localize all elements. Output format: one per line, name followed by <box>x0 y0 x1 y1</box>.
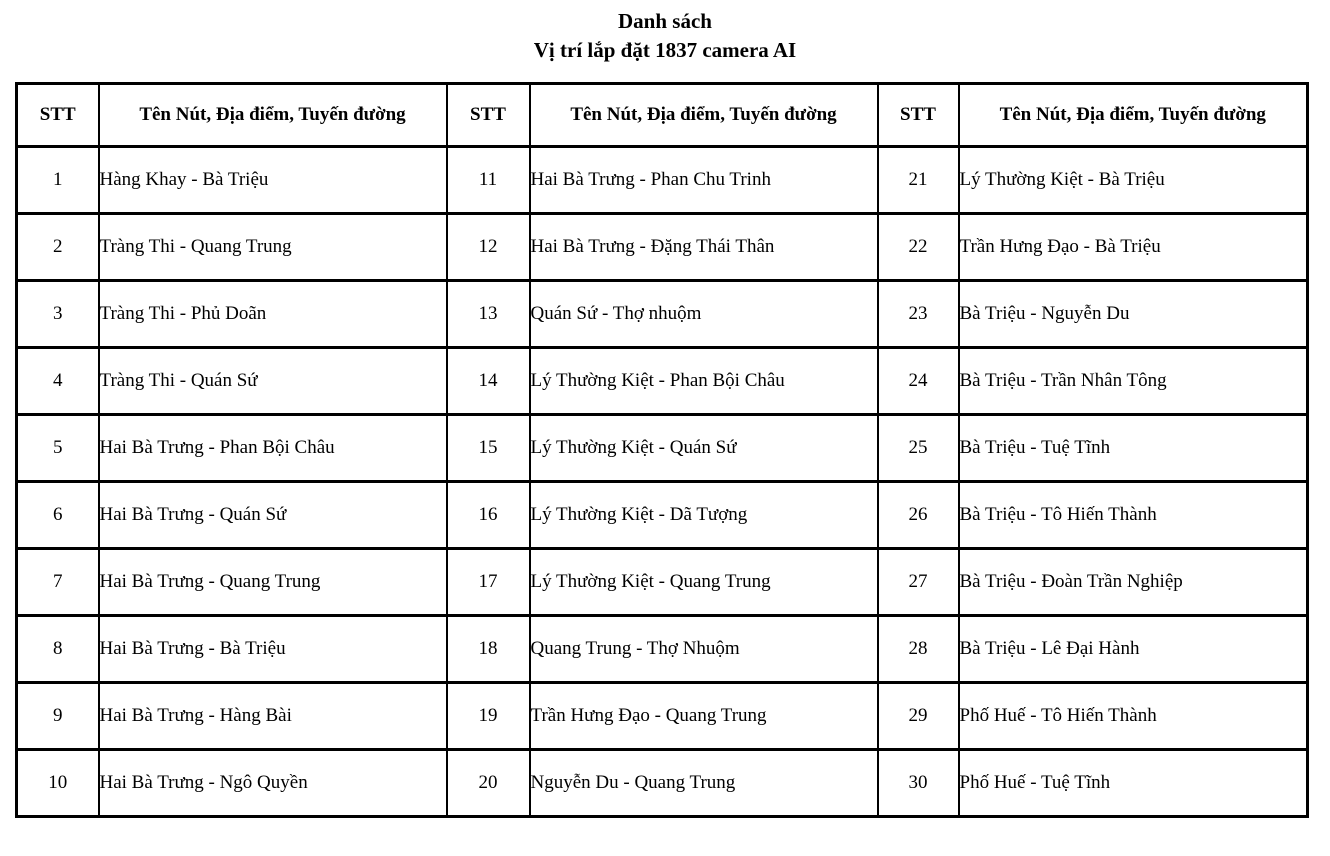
column-header-name-2: Tên Nút, Địa điểm, Tuyến đường <box>528 82 879 148</box>
location-cell: Bà Triệu - Tuệ Tĩnh <box>957 413 1309 483</box>
stt-cell: 9 <box>15 681 100 751</box>
location-cell: Hai Bà Trưng - Phan Bội Châu <box>97 413 448 483</box>
location-cell: Lý Thường Kiệt - Quán Sứ <box>528 413 879 483</box>
stt-cell: 3 <box>15 279 100 349</box>
table-row: 6 Hai Bà Trưng - Quán Sứ 16 Lý Thường Ki… <box>15 480 1309 550</box>
stt-cell: 4 <box>15 346 100 416</box>
stt-cell: 15 <box>445 413 531 483</box>
location-cell: Hai Bà Trưng - Ngô Quyền <box>97 748 448 818</box>
table-row: 7 Hai Bà Trưng - Quang Trung 17 Lý Thườn… <box>15 547 1309 617</box>
location-cell: Phố Huế - Tô Hiến Thành <box>957 681 1309 751</box>
table-row: 4 Tràng Thi - Quán Sứ 14 Lý Thường Kiệt … <box>15 346 1309 416</box>
location-cell: Hai Bà Trưng - Đặng Thái Thân <box>528 212 879 282</box>
column-header-stt-1: STT <box>15 82 100 148</box>
stt-cell: 2 <box>15 212 100 282</box>
stt-cell: 6 <box>15 480 100 550</box>
location-cell: Lý Thường Kiệt - Bà Triệu <box>957 145 1309 215</box>
stt-cell: 28 <box>876 614 960 684</box>
location-cell: Tràng Thi - Quán Sứ <box>97 346 448 416</box>
stt-cell: 5 <box>15 413 100 483</box>
location-cell: Trần Hưng Đạo - Bà Triệu <box>957 212 1309 282</box>
camera-locations-table: STT Tên Nút, Địa điểm, Tuyến đường STT T… <box>15 82 1309 818</box>
location-cell: Bà Triệu - Nguyễn Du <box>957 279 1309 349</box>
stt-cell: 17 <box>445 547 531 617</box>
stt-cell: 29 <box>876 681 960 751</box>
location-cell: Hai Bà Trưng - Phan Chu Trinh <box>528 145 879 215</box>
stt-cell: 16 <box>445 480 531 550</box>
location-cell: Hai Bà Trưng - Quang Trung <box>97 547 448 617</box>
stt-cell: 18 <box>445 614 531 684</box>
table-row: 8 Hai Bà Trưng - Bà Triệu 18 Quang Trung… <box>15 614 1309 684</box>
table-row: 10 Hai Bà Trưng - Ngô Quyền 20 Nguyễn Du… <box>15 748 1309 818</box>
stt-cell: 13 <box>445 279 531 349</box>
table-row: 1 Hàng Khay - Bà Triệu 11 Hai Bà Trưng -… <box>15 145 1309 215</box>
location-cell: Trần Hưng Đạo - Quang Trung <box>528 681 879 751</box>
location-cell: Phố Huế - Tuệ Tĩnh <box>957 748 1309 818</box>
location-cell: Hai Bà Trưng - Hàng Bài <box>97 681 448 751</box>
stt-cell: 19 <box>445 681 531 751</box>
location-cell: Lý Thường Kiệt - Dã Tượng <box>528 480 879 550</box>
location-cell: Hai Bà Trưng - Quán Sứ <box>97 480 448 550</box>
document-title: Danh sách Vị trí lắp đặt 1837 camera AI <box>0 0 1330 65</box>
stt-cell: 30 <box>876 748 960 818</box>
column-header-stt-3: STT <box>876 82 960 148</box>
stt-cell: 23 <box>876 279 960 349</box>
location-cell: Bà Triệu - Trần Nhân Tông <box>957 346 1309 416</box>
stt-cell: 1 <box>15 145 100 215</box>
location-cell: Lý Thường Kiệt - Quang Trung <box>528 547 879 617</box>
location-cell: Bà Triệu - Lê Đại Hành <box>957 614 1309 684</box>
table-row: 2 Tràng Thi - Quang Trung 12 Hai Bà Trưn… <box>15 212 1309 282</box>
table-header-row: STT Tên Nút, Địa điểm, Tuyến đường STT T… <box>15 82 1309 148</box>
location-cell: Bà Triệu - Tô Hiến Thành <box>957 480 1309 550</box>
stt-cell: 26 <box>876 480 960 550</box>
stt-cell: 8 <box>15 614 100 684</box>
location-cell: Tràng Thi - Quang Trung <box>97 212 448 282</box>
stt-cell: 25 <box>876 413 960 483</box>
stt-cell: 24 <box>876 346 960 416</box>
location-cell: Tràng Thi - Phủ Doãn <box>97 279 448 349</box>
document-title-line1: Danh sách <box>618 9 712 33</box>
stt-cell: 27 <box>876 547 960 617</box>
location-cell: Bà Triệu - Đoàn Trần Nghiệp <box>957 547 1309 617</box>
stt-cell: 12 <box>445 212 531 282</box>
table-row: 5 Hai Bà Trưng - Phan Bội Châu 15 Lý Thư… <box>15 413 1309 483</box>
column-header-stt-2: STT <box>445 82 531 148</box>
location-cell: Quán Sứ - Thợ nhuộm <box>528 279 879 349</box>
stt-cell: 7 <box>15 547 100 617</box>
column-header-name-1: Tên Nút, Địa điểm, Tuyến đường <box>97 82 448 148</box>
stt-cell: 11 <box>445 145 531 215</box>
stt-cell: 10 <box>15 748 100 818</box>
location-cell: Quang Trung - Thợ Nhuộm <box>528 614 879 684</box>
stt-cell: 21 <box>876 145 960 215</box>
stt-cell: 14 <box>445 346 531 416</box>
table-row: 3 Tràng Thi - Phủ Doãn 13 Quán Sứ - Thợ … <box>15 279 1309 349</box>
stt-cell: 20 <box>445 748 531 818</box>
location-cell: Nguyễn Du - Quang Trung <box>528 748 879 818</box>
location-cell: Hàng Khay - Bà Triệu <box>97 145 448 215</box>
document-title-line2: Vị trí lắp đặt 1837 camera AI <box>533 37 797 62</box>
column-header-name-3: Tên Nút, Địa điểm, Tuyến đường <box>957 82 1309 148</box>
location-cell: Lý Thường Kiệt - Phan Bội Châu <box>528 346 879 416</box>
location-cell: Hai Bà Trưng - Bà Triệu <box>97 614 448 684</box>
table-row: 9 Hai Bà Trưng - Hàng Bài 19 Trần Hưng Đ… <box>15 681 1309 751</box>
stt-cell: 22 <box>876 212 960 282</box>
